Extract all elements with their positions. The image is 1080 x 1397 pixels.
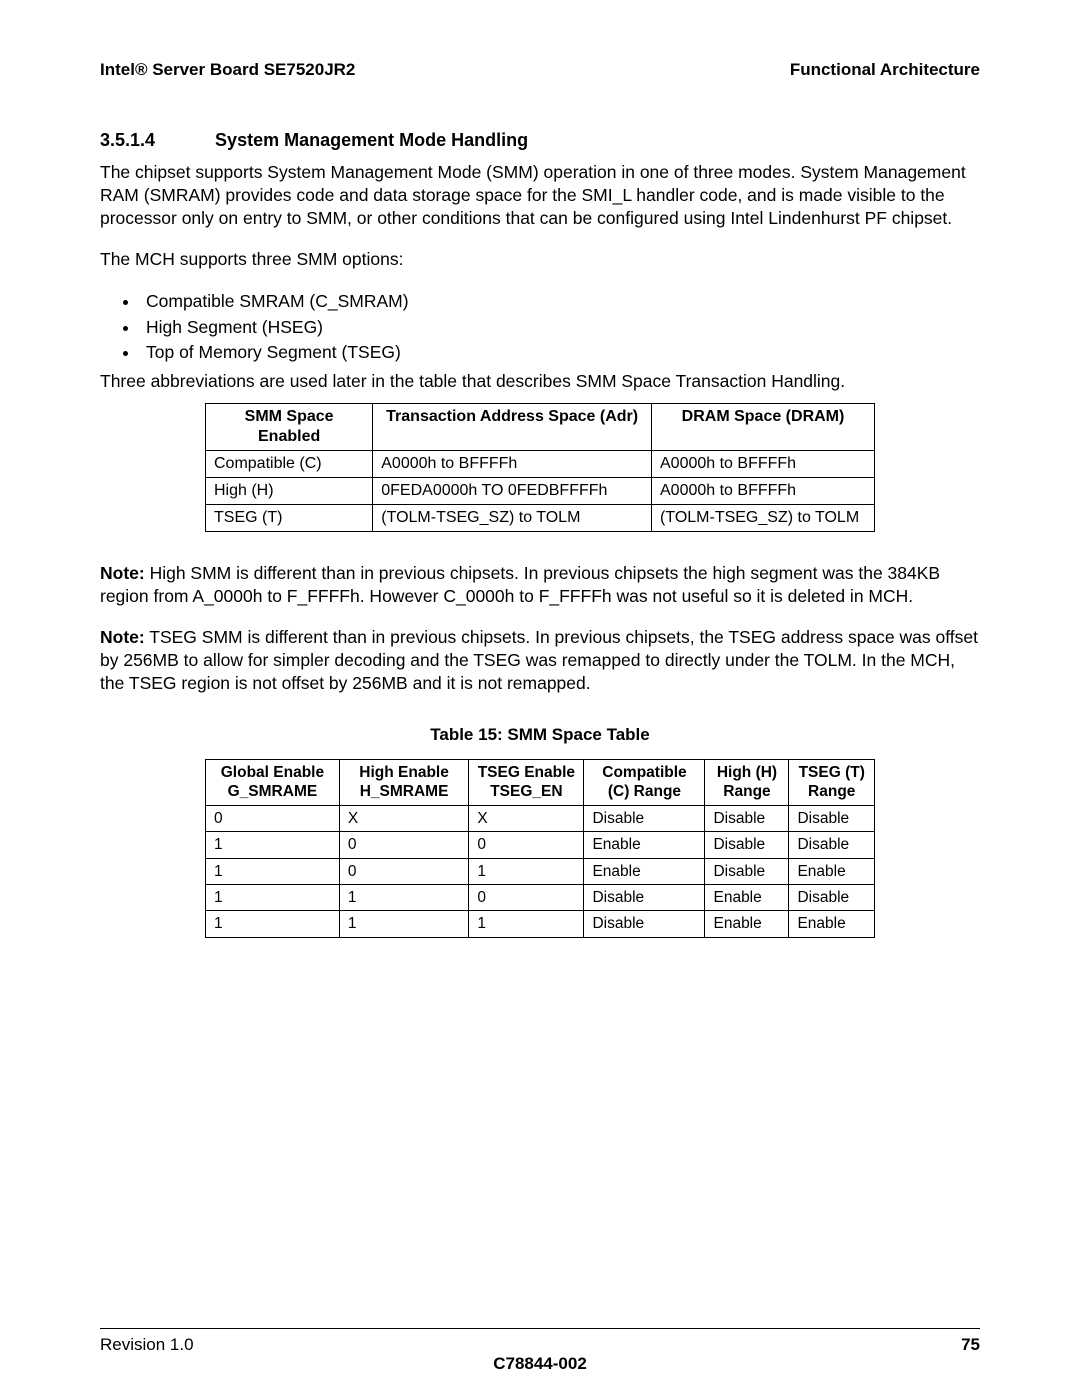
table-cell: Disable	[705, 832, 789, 858]
table-cell: 0	[469, 832, 584, 858]
table-cell: 1	[339, 884, 468, 910]
table-cell: A0000h to BFFFFh	[373, 450, 652, 477]
list-item: High Segment (HSEG)	[140, 315, 980, 340]
table-cell: Enable	[584, 858, 705, 884]
page-footer: Revision 1.0 75 C78844-002	[100, 1328, 980, 1355]
table-cell: Enable	[705, 911, 789, 937]
list-item: Top of Memory Segment (TSEG)	[140, 340, 980, 365]
table-cell: 1	[206, 911, 340, 937]
table-cell: Enable	[705, 884, 789, 910]
footer-rule	[100, 1328, 980, 1329]
paragraph-abbrev: Three abbreviations are used later in th…	[100, 370, 980, 393]
paragraph-options: The MCH supports three SMM options:	[100, 248, 980, 271]
table-header: High Enable H_SMRAME	[339, 760, 468, 806]
table-row: 101EnableDisableEnable	[206, 858, 875, 884]
table-cell: X	[339, 805, 468, 831]
smm-options-list: Compatible SMRAM (C_SMRAM) High Segment …	[100, 289, 980, 365]
table-cell: 0FEDA0000h TO 0FEDBFFFFh	[373, 477, 652, 504]
list-item: Compatible SMRAM (C_SMRAM)	[140, 289, 980, 314]
table-header: DRAM Space (DRAM)	[652, 403, 875, 450]
table-cell: 0	[206, 805, 340, 831]
table-cell: A0000h to BFFFFh	[652, 477, 875, 504]
table-cell: 1	[339, 911, 468, 937]
table-header: Transaction Address Space (Adr)	[373, 403, 652, 450]
table-row: 111DisableEnableEnable	[206, 911, 875, 937]
table-header: High (H) Range	[705, 760, 789, 806]
smm-transaction-table: SMM Space Enabled Transaction Address Sp…	[205, 403, 875, 532]
table-header: Global Enable G_SMRAME	[206, 760, 340, 806]
table-row: High (H) 0FEDA0000h TO 0FEDBFFFFh A0000h…	[206, 477, 875, 504]
table-row: 0XXDisableDisableDisable	[206, 805, 875, 831]
footer-docnum: C78844-002	[493, 1354, 587, 1374]
table-cell: 0	[339, 858, 468, 884]
table-cell: 1	[206, 884, 340, 910]
note-label: Note:	[100, 627, 145, 647]
table-header: TSEG Enable TSEG_EN	[469, 760, 584, 806]
footer-revision: Revision 1.0	[100, 1335, 194, 1355]
table-cell: 1	[469, 911, 584, 937]
table-cell: Compatible (C)	[206, 450, 373, 477]
note-label: Note:	[100, 563, 145, 583]
table-cell: Enable	[584, 832, 705, 858]
table-cell: 0	[469, 884, 584, 910]
table-cell: TSEG (T)	[206, 504, 373, 531]
note-body: High SMM is different than in previous c…	[100, 563, 940, 606]
table-cell: A0000h to BFFFFh	[652, 450, 875, 477]
table-cell: Disable	[789, 805, 875, 831]
smm-space-table: Global Enable G_SMRAME High Enable H_SMR…	[205, 759, 875, 938]
table-cell: Disable	[789, 884, 875, 910]
note-2: Note: TSEG SMM is different than in prev…	[100, 626, 980, 695]
note-1: Note: High SMM is different than in prev…	[100, 562, 980, 608]
table-caption: Table 15: SMM Space Table	[100, 725, 980, 745]
table-header: Compatible (C) Range	[584, 760, 705, 806]
section-title: System Management Mode Handling	[215, 130, 528, 151]
note-body: TSEG SMM is different than in previous c…	[100, 627, 978, 693]
table-cell: 1	[206, 832, 340, 858]
table-cell: Disable	[705, 858, 789, 884]
table-cell: (TOLM-TSEG_SZ) to TOLM	[652, 504, 875, 531]
table-cell: 1	[206, 858, 340, 884]
table-cell: Disable	[705, 805, 789, 831]
table-cell: Disable	[584, 805, 705, 831]
table-header: SMM Space Enabled	[206, 403, 373, 450]
table-row: Compatible (C) A0000h to BFFFFh A0000h t…	[206, 450, 875, 477]
paragraph-intro: The chipset supports System Management M…	[100, 161, 980, 230]
table-cell: Disable	[789, 832, 875, 858]
table-cell: Disable	[584, 884, 705, 910]
section-heading: 3.5.1.4 System Management Mode Handling	[100, 130, 980, 151]
section-number: 3.5.1.4	[100, 130, 155, 151]
header-right: Functional Architecture	[790, 60, 980, 80]
footer-page-number: 75	[961, 1335, 980, 1355]
table-row: 110DisableEnableDisable	[206, 884, 875, 910]
page-header: Intel® Server Board SE7520JR2 Functional…	[100, 60, 980, 80]
table-header: TSEG (T) Range	[789, 760, 875, 806]
table-row: TSEG (T) (TOLM-TSEG_SZ) to TOLM (TOLM-TS…	[206, 504, 875, 531]
table-cell: Enable	[789, 911, 875, 937]
table-cell: High (H)	[206, 477, 373, 504]
header-left: Intel® Server Board SE7520JR2	[100, 60, 355, 80]
table-cell: X	[469, 805, 584, 831]
table-cell: Disable	[584, 911, 705, 937]
table-cell: 0	[339, 832, 468, 858]
table-cell: (TOLM-TSEG_SZ) to TOLM	[373, 504, 652, 531]
table-cell: 1	[469, 858, 584, 884]
table-row: 100EnableDisableDisable	[206, 832, 875, 858]
table-cell: Enable	[789, 858, 875, 884]
